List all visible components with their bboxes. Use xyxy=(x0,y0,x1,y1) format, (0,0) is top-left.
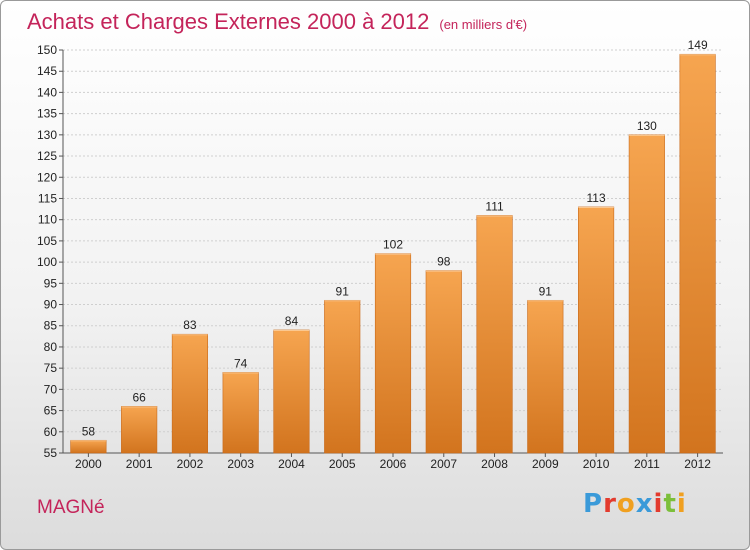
y-tick-label: 70 xyxy=(44,382,58,396)
y-tick-label: 130 xyxy=(37,128,57,142)
y-tick-label: 105 xyxy=(37,234,57,248)
bar-value-label: 111 xyxy=(485,199,504,213)
chart-title-text: Achats et Charges Externes 2000 à 2012 xyxy=(27,9,430,34)
logo-letter: x xyxy=(635,489,654,519)
x-tick-label: 2002 xyxy=(177,457,204,471)
bar[interactable] xyxy=(476,215,513,454)
bar[interactable] xyxy=(324,299,361,454)
bar-value-label: 113 xyxy=(587,191,606,205)
x-tick-label: 2000 xyxy=(75,457,102,471)
x-tick-label: 2012 xyxy=(684,457,711,471)
x-tick-label: 2005 xyxy=(329,457,356,471)
bar-value-label: 74 xyxy=(234,356,248,370)
logo-letter: i xyxy=(653,489,664,519)
labels: 55 60 65 70 75 80 85 90 95 100 105 110 115 120 125 130 1… xyxy=(37,38,711,471)
bar[interactable] xyxy=(171,333,208,454)
bar-value-label: 84 xyxy=(285,314,299,328)
x-tick-label: 2006 xyxy=(380,457,407,471)
bar-value-label: 83 xyxy=(183,318,197,332)
y-tick-label: 90 xyxy=(44,298,58,312)
logo-letter: i xyxy=(676,489,687,519)
bar-value-label: 130 xyxy=(637,119,657,133)
bar[interactable] xyxy=(628,134,665,454)
y-tick-label: 140 xyxy=(37,85,57,99)
y-tick-label: 115 xyxy=(38,191,57,205)
bar[interactable] xyxy=(679,53,716,454)
bar-value-label: 102 xyxy=(383,238,403,252)
bar-value-label: 91 xyxy=(539,284,553,298)
bar[interactable] xyxy=(70,439,107,454)
chart-title: Achats et Charges Externes 2000 à 2012 (e… xyxy=(27,9,527,35)
y-tick-label: 145 xyxy=(37,64,57,78)
chart-subtitle: (en milliers d'€) xyxy=(439,17,528,32)
y-tick-label: 150 xyxy=(37,43,57,57)
y-tick-label: 110 xyxy=(38,213,57,227)
y-tick-label: 80 xyxy=(44,340,58,354)
bar-value-label: 91 xyxy=(336,284,350,298)
bars xyxy=(70,53,716,454)
x-tick-label: 2009 xyxy=(532,457,559,471)
x-tick-label: 2008 xyxy=(481,457,508,471)
y-tick-label: 85 xyxy=(44,319,58,333)
x-tick-label: 2007 xyxy=(430,457,457,471)
bar[interactable] xyxy=(121,406,158,454)
x-tick-label: 2011 xyxy=(634,457,660,471)
y-tick-label: 65 xyxy=(44,404,58,418)
bar-value-label: 149 xyxy=(688,38,708,52)
logo-letter: P xyxy=(583,489,604,519)
y-tick-label: 55 xyxy=(44,446,58,460)
logo-letter: t xyxy=(663,489,677,519)
y-tick-label: 135 xyxy=(37,107,57,121)
bar-value-label: 98 xyxy=(437,255,451,269)
x-tick-label: 2004 xyxy=(278,457,305,471)
x-tick-label: 2001 xyxy=(126,457,153,471)
y-tick-label: 95 xyxy=(44,276,58,290)
y-tick-label: 125 xyxy=(37,149,57,163)
y-tick-label: 100 xyxy=(37,255,57,269)
commune-name: MAGNé xyxy=(37,497,105,518)
bar[interactable] xyxy=(425,270,462,454)
bar-value-label: 66 xyxy=(132,390,146,404)
bar[interactable] xyxy=(527,299,564,454)
bar[interactable] xyxy=(374,253,412,454)
y-tick-label: 60 xyxy=(44,425,58,439)
y-tick-label: 120 xyxy=(37,170,57,184)
x-tick-label: 2010 xyxy=(583,457,610,471)
bar-value-label: 58 xyxy=(82,424,96,438)
bar[interactable] xyxy=(222,372,259,454)
bar[interactable] xyxy=(273,329,310,454)
x-tick-label: 2003 xyxy=(227,457,254,471)
logo-letter: o xyxy=(616,489,636,519)
bar[interactable] xyxy=(578,206,615,454)
proxiti-logo[interactable]: Proxiti xyxy=(583,489,687,519)
y-tick-label: 75 xyxy=(44,361,58,375)
logo-letter: r xyxy=(603,489,617,519)
